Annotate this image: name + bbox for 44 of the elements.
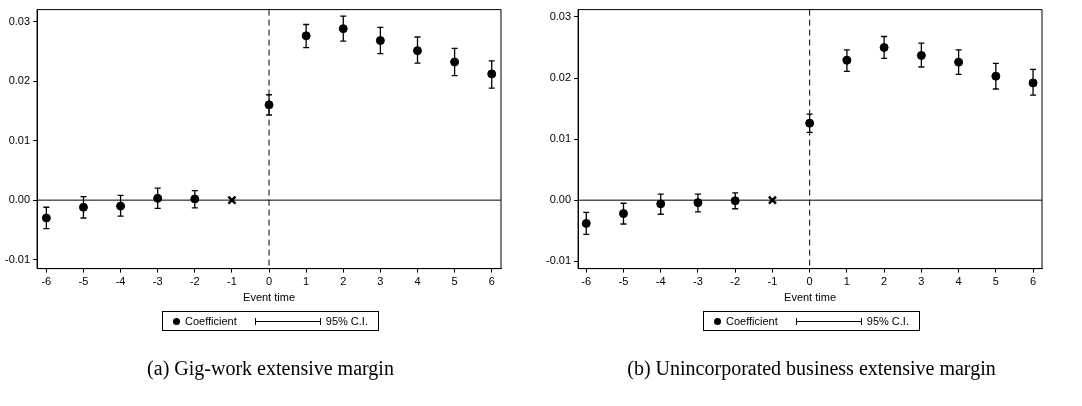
x-axis-title: Event time (243, 291, 296, 304)
text: 95% C.I. (866, 315, 909, 327)
y-tick-label: -0.01 (545, 254, 572, 267)
y-tick-label: 0.03 (549, 9, 572, 22)
y-tick-label: 0.00 (549, 193, 572, 206)
x-tick-label: 1 (303, 275, 310, 288)
y-tick-label: 0.02 (8, 74, 31, 87)
y-tick-label: 0.01 (549, 132, 572, 145)
x-tick-label: -3 (693, 275, 703, 288)
x-tick-label: 3 (377, 275, 384, 288)
x-tick-label: -3 (152, 275, 163, 288)
x-tick-label: -5 (618, 275, 629, 288)
x-tick-label: -6 (41, 275, 52, 288)
x-tick-label: -6 (581, 275, 592, 288)
x-tick-label: 5 (992, 275, 999, 288)
y-tick-label: 0.03 (8, 14, 31, 27)
text: 95% C.I. (325, 315, 368, 327)
x-tick-label: 2 (340, 275, 347, 288)
x-tick-label: 3 (918, 275, 925, 288)
y-tick-label: 0.02 (549, 71, 572, 84)
x-axis-title: Event time (784, 291, 837, 304)
x-tick-label: 4 (955, 275, 962, 288)
y-tick-label: 0.01 (8, 133, 31, 146)
x-tick-label: -5 (78, 275, 89, 288)
x-tick-label: 0 (265, 275, 273, 288)
y-tick-label: -0.01 (4, 252, 31, 265)
x-tick-label: 0 (806, 275, 813, 288)
x-tick-label: -2 (189, 275, 200, 288)
x-tick-label: 4 (414, 275, 421, 288)
text: (a) Gig-work extensive margin (147, 357, 394, 380)
legend-label: Coefficient (726, 315, 778, 327)
x-tick-label: -1 (767, 275, 778, 288)
text: (b) Unincorporated business extensive margin (627, 357, 996, 380)
x-tick-label: 6 (488, 275, 495, 288)
y-tick-label: 0.00 (8, 193, 31, 206)
x-tick-label: 5 (451, 275, 458, 288)
x-tick-label: -4 (115, 275, 126, 288)
x-tick-label: -2 (730, 275, 741, 288)
x-tick-label: 1 (843, 275, 850, 288)
x-tick-label: 2 (881, 275, 888, 288)
x-tick-label: -1 (227, 275, 237, 288)
legend-label: Coefficient (185, 315, 237, 327)
x-tick-label: 6 (1030, 275, 1037, 288)
x-tick-label: -4 (655, 275, 666, 288)
